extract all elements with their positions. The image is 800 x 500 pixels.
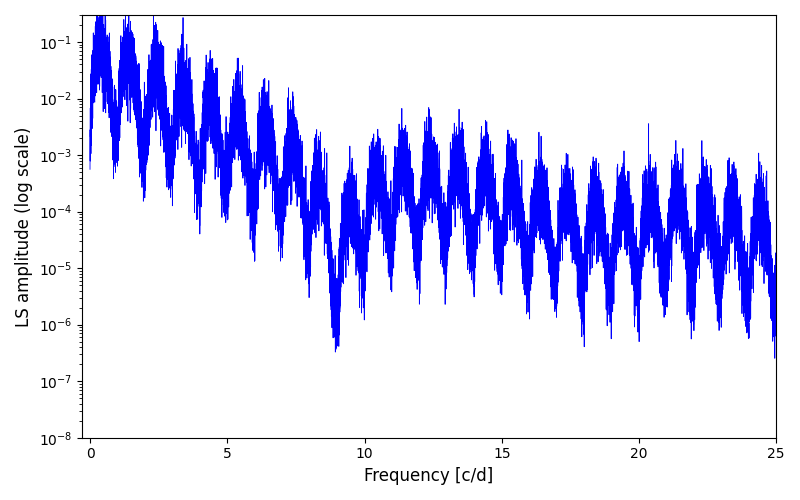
Y-axis label: LS amplitude (log scale): LS amplitude (log scale) <box>15 126 33 326</box>
X-axis label: Frequency [c/d]: Frequency [c/d] <box>364 467 494 485</box>
